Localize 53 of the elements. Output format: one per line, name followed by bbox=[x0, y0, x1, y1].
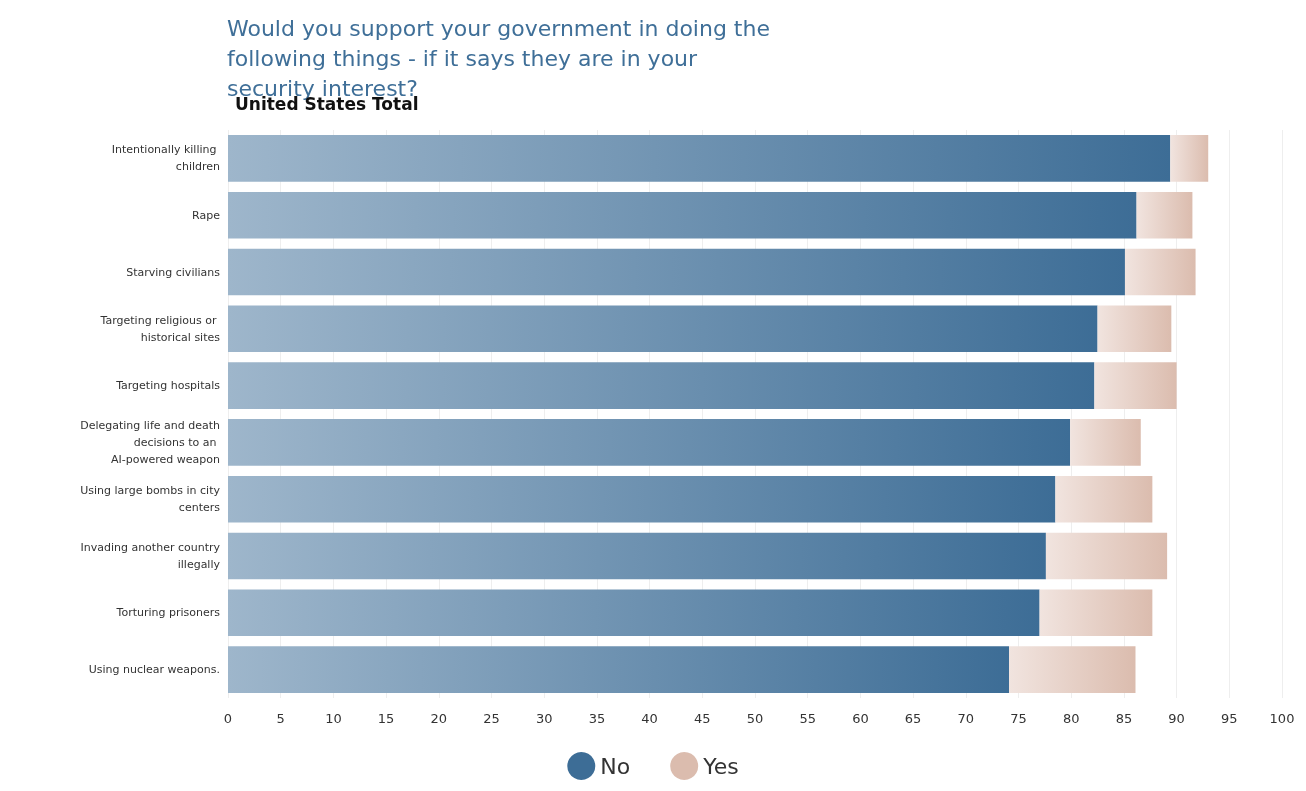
bar bbox=[228, 362, 1095, 409]
x-tick-label: 20 bbox=[430, 711, 448, 726]
y-tick-label: Delegating life and death decisions to an AI-powered weapon bbox=[80, 418, 221, 466]
legend-label: No bbox=[600, 753, 631, 779]
y-tick-label: Using large bombs in city centers bbox=[80, 484, 221, 515]
bar bbox=[1039, 589, 1153, 637]
bar bbox=[1055, 475, 1153, 523]
y-tick-label: Targeting religious or historical sites bbox=[99, 313, 221, 344]
x-tick-label: 85 bbox=[1115, 711, 1133, 726]
bar bbox=[1070, 419, 1141, 466]
bar bbox=[1124, 248, 1196, 296]
y-tick-label: Invading another country illegally bbox=[80, 541, 221, 571]
bar bbox=[228, 191, 1137, 239]
x-tick-label: 50 bbox=[746, 711, 764, 726]
bar bbox=[1045, 532, 1168, 580]
legend-label: Yes bbox=[702, 753, 739, 779]
x-tick-label: 45 bbox=[694, 711, 711, 726]
x-tick-label: 95 bbox=[1221, 711, 1238, 726]
bar bbox=[1097, 305, 1172, 353]
bar bbox=[228, 305, 1098, 353]
y-tick-label: Intentionally killing children bbox=[111, 143, 221, 174]
x-tick-label: 30 bbox=[535, 711, 553, 726]
y-tick-label: Rape bbox=[192, 208, 221, 222]
bar bbox=[1136, 191, 1193, 239]
x-tick-label: 25 bbox=[483, 711, 500, 726]
bar bbox=[228, 135, 1171, 182]
bar bbox=[228, 532, 1046, 580]
y-tick-label: Targeting hospitals bbox=[115, 379, 221, 393]
bar bbox=[1094, 362, 1177, 409]
bar bbox=[228, 419, 1071, 466]
x-tick-label: 75 bbox=[1010, 711, 1027, 726]
bar bbox=[1009, 646, 1136, 693]
x-tick-label: 15 bbox=[377, 711, 395, 726]
x-tick-label: 35 bbox=[588, 711, 606, 726]
x-tick-label: 40 bbox=[641, 711, 658, 726]
x-tick-label: 0 bbox=[223, 711, 233, 726]
x-tick-label: 90 bbox=[1168, 711, 1185, 726]
y-tick-label: Using nuclear weapons. bbox=[88, 663, 220, 677]
y-tick-label: Starving civilians bbox=[126, 265, 221, 279]
x-tick-label: 65 bbox=[904, 711, 922, 726]
x-tick-label: 70 bbox=[957, 711, 975, 726]
bar bbox=[228, 248, 1125, 296]
x-tick-label: 10 bbox=[325, 711, 342, 726]
x-tick-label: 60 bbox=[852, 711, 869, 726]
bar bbox=[228, 475, 1056, 523]
bar bbox=[1170, 135, 1209, 182]
x-tick-label: 80 bbox=[1062, 711, 1080, 726]
x-tick-label: 5 bbox=[276, 711, 285, 726]
x-tick-label: 100 bbox=[1269, 711, 1295, 726]
bar bbox=[228, 589, 1040, 637]
bar bbox=[228, 646, 1010, 693]
y-tick-label: Torturing prisoners bbox=[115, 606, 221, 620]
x-tick-label: 55 bbox=[799, 711, 816, 726]
